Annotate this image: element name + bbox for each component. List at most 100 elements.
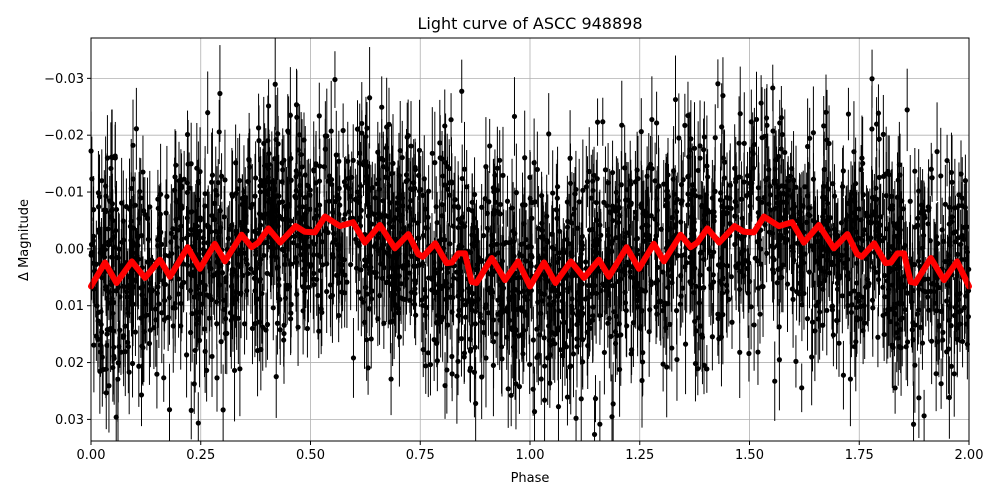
data-point	[203, 283, 208, 288]
data-point	[497, 158, 502, 163]
data-point	[469, 307, 474, 312]
data-point	[362, 263, 367, 268]
data-point	[116, 344, 121, 349]
data-point	[354, 198, 359, 203]
data-point	[880, 238, 885, 243]
data-point	[580, 188, 585, 193]
data-point	[110, 311, 115, 316]
data-point	[780, 262, 785, 267]
data-point	[732, 199, 737, 204]
data-point	[733, 179, 738, 184]
data-point	[762, 134, 767, 139]
data-point	[495, 188, 500, 193]
data-point	[136, 364, 141, 369]
data-point	[369, 336, 374, 341]
data-point	[746, 351, 751, 356]
data-point	[947, 395, 952, 400]
data-point	[178, 178, 183, 183]
data-point	[696, 315, 701, 320]
data-point	[722, 175, 727, 180]
data-point	[214, 192, 219, 197]
data-point	[862, 227, 867, 232]
data-point	[507, 318, 512, 323]
data-point	[905, 339, 910, 344]
data-point	[594, 200, 599, 205]
data-point	[219, 339, 224, 344]
data-point	[288, 113, 293, 118]
data-point	[940, 337, 945, 342]
data-point	[571, 212, 576, 217]
data-point	[438, 266, 443, 271]
data-point	[341, 128, 346, 133]
data-point	[498, 202, 503, 207]
data-point	[807, 269, 812, 274]
data-point	[199, 302, 204, 307]
data-point	[439, 213, 444, 218]
data-point	[674, 308, 679, 313]
data-point	[302, 269, 307, 274]
data-point	[622, 234, 627, 239]
data-point	[635, 176, 640, 181]
data-point	[939, 381, 944, 386]
data-point	[367, 205, 372, 210]
data-point	[775, 280, 780, 285]
data-point	[532, 160, 537, 165]
data-point	[637, 289, 642, 294]
data-point	[448, 117, 453, 122]
data-point	[831, 251, 836, 256]
data-point	[522, 155, 527, 160]
data-point	[386, 279, 391, 284]
data-point	[398, 295, 403, 300]
data-point	[500, 173, 505, 178]
data-point	[704, 163, 709, 168]
data-point	[516, 290, 521, 295]
data-point	[572, 191, 577, 196]
data-point	[259, 291, 264, 296]
data-point	[473, 345, 478, 350]
data-point	[432, 160, 437, 165]
data-point	[575, 226, 580, 231]
data-point	[816, 299, 821, 304]
data-point	[285, 128, 290, 133]
data-point	[237, 366, 242, 371]
data-point	[713, 135, 718, 140]
data-point	[185, 162, 190, 167]
data-point	[161, 281, 166, 286]
data-point	[845, 273, 850, 278]
data-point	[719, 334, 724, 339]
data-point	[940, 227, 945, 232]
data-point	[104, 287, 109, 292]
data-point	[801, 260, 806, 265]
data-point	[645, 174, 650, 179]
data-point	[425, 226, 430, 231]
data-point	[647, 329, 652, 334]
data-point	[556, 256, 561, 261]
data-point	[442, 237, 447, 242]
data-point	[258, 257, 263, 262]
data-point	[812, 328, 817, 333]
data-point	[252, 194, 257, 199]
data-point	[868, 235, 873, 240]
data-point	[271, 246, 276, 251]
data-point	[958, 242, 963, 247]
data-point	[364, 126, 369, 131]
data-point	[565, 394, 570, 399]
data-point	[456, 308, 461, 313]
data-point	[622, 165, 627, 170]
data-point	[314, 213, 319, 218]
data-point	[836, 341, 841, 346]
data-point	[164, 210, 169, 215]
data-point	[546, 323, 551, 328]
data-point	[444, 367, 449, 372]
data-point	[930, 175, 935, 180]
data-point	[852, 191, 857, 196]
data-point	[274, 374, 279, 379]
data-point	[293, 195, 298, 200]
data-point	[952, 371, 957, 376]
data-point	[210, 173, 215, 178]
data-point	[916, 287, 921, 292]
data-point	[823, 110, 828, 115]
data-point	[294, 292, 299, 297]
data-point	[277, 214, 282, 219]
data-point	[782, 236, 787, 241]
